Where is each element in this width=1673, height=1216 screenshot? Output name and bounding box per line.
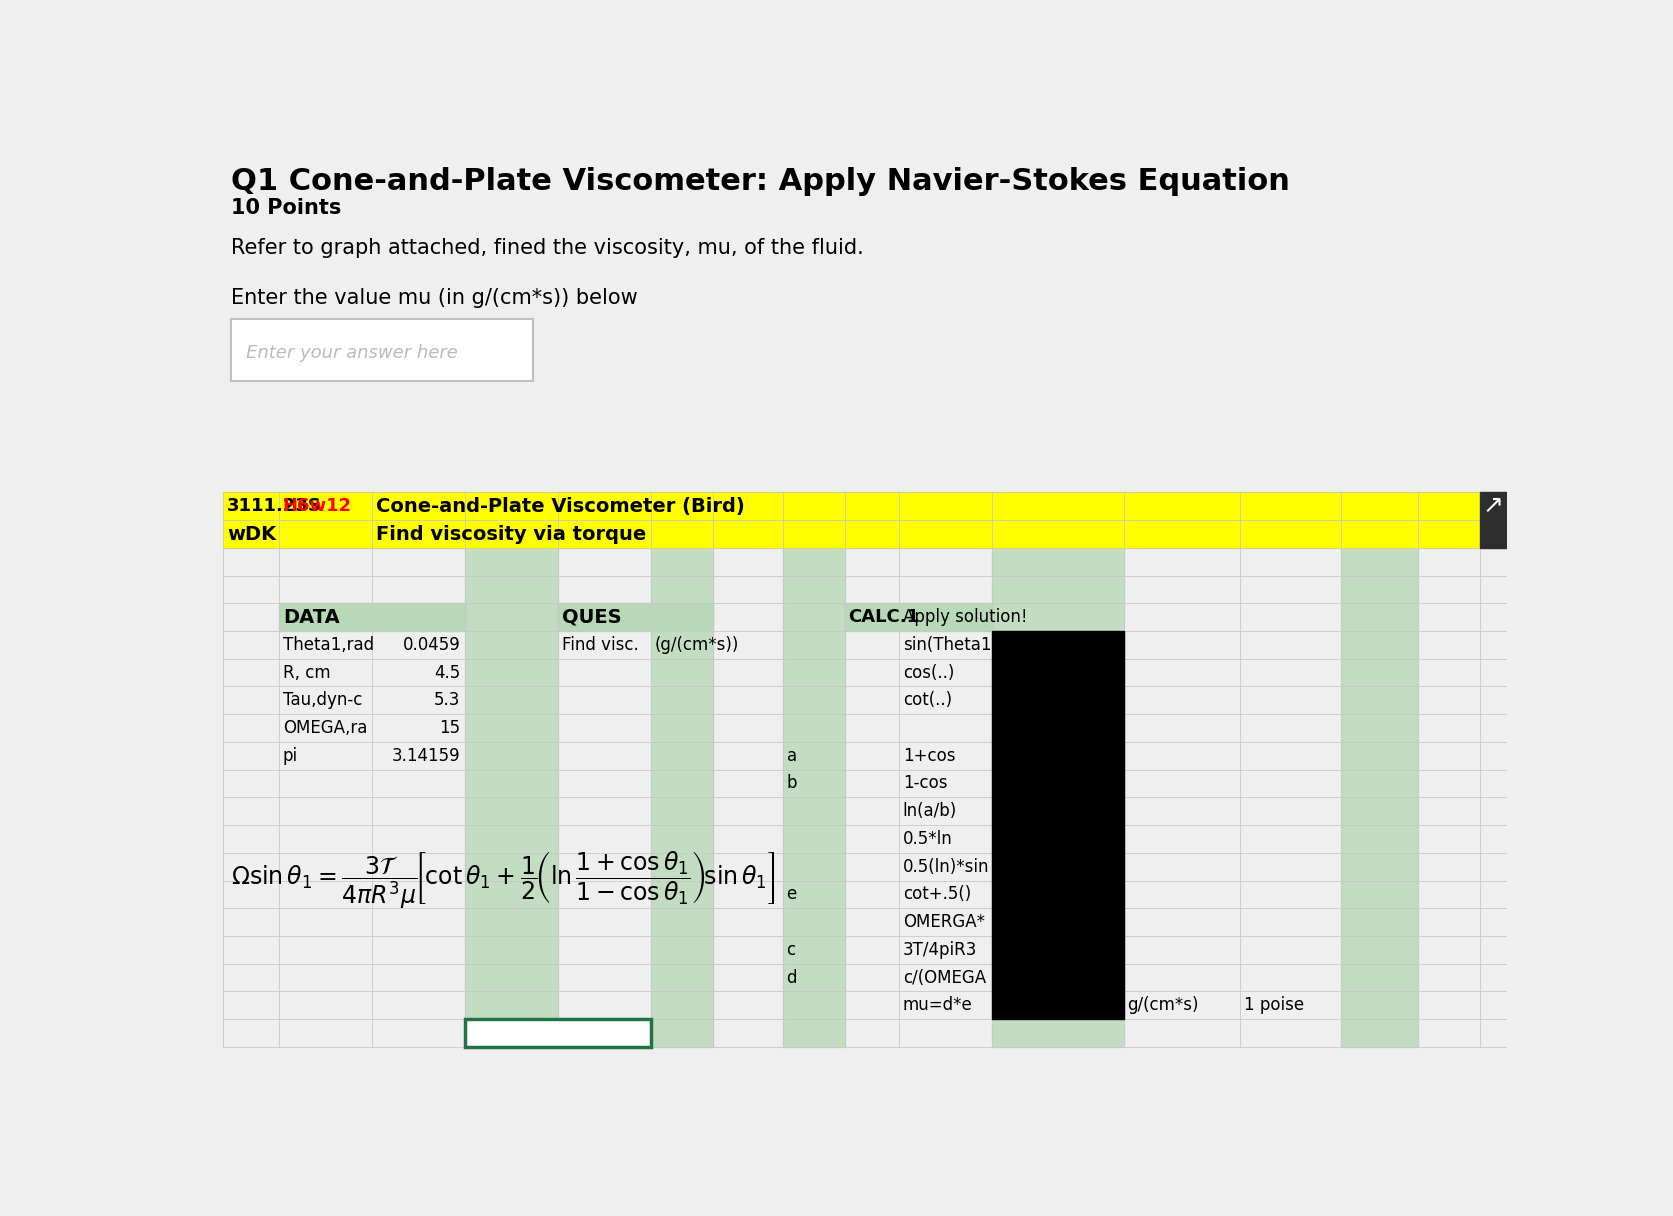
Text: pi: pi	[283, 747, 298, 765]
Bar	[992, 687, 1123, 714]
Text: Find viscosity via torque: Find viscosity via torque	[376, 524, 646, 544]
Text: 0.0459: 0.0459	[403, 636, 460, 654]
Text: H6w12: H6w12	[283, 497, 351, 516]
Text: CALC.1: CALC.1	[848, 608, 918, 626]
Bar	[845, 603, 898, 631]
Bar	[992, 659, 1123, 687]
Text: 3.14159: 3.14159	[391, 747, 460, 765]
Bar	[992, 852, 1123, 880]
Bar	[992, 548, 1123, 1047]
Bar	[992, 714, 1123, 742]
Text: Enter the value mu (in g/(cm*s)) below: Enter the value mu (in g/(cm*s)) below	[231, 288, 637, 309]
Text: sin(Theta1: sin(Theta1	[902, 636, 990, 654]
Text: 15: 15	[438, 719, 460, 737]
Text: OMERGA*: OMERGA*	[902, 913, 984, 931]
Bar	[992, 908, 1123, 936]
Text: 4.5: 4.5	[433, 664, 460, 682]
Bar	[992, 991, 1123, 1019]
Bar	[465, 1019, 651, 1047]
Text: cos(..): cos(..)	[902, 664, 954, 682]
Text: 1+cos: 1+cos	[902, 747, 955, 765]
Text: DATA: DATA	[283, 608, 340, 626]
Bar	[223, 520, 1479, 548]
Text: c/(OMEGA: c/(OMEGA	[902, 968, 985, 986]
Bar	[231, 319, 534, 381]
Text: 10 Points: 10 Points	[231, 198, 341, 219]
Text: (g/(cm*s)): (g/(cm*s))	[654, 636, 739, 654]
Bar	[992, 770, 1123, 798]
Bar	[992, 826, 1123, 852]
Text: 0.5*ln: 0.5*ln	[902, 831, 952, 848]
Bar	[557, 603, 651, 631]
Text: 1 poise: 1 poise	[1243, 996, 1303, 1014]
Text: Enter your answer here: Enter your answer here	[246, 344, 458, 362]
Text: c: c	[786, 941, 795, 958]
Text: Q1 Cone-and-Plate Viscometer: Apply Navier-Stokes Equation: Q1 Cone-and-Plate Viscometer: Apply Navi…	[231, 168, 1290, 197]
Text: 5.3: 5.3	[433, 692, 460, 709]
Text: mu=d*e: mu=d*e	[902, 996, 972, 1014]
Text: e: e	[786, 885, 796, 903]
Bar	[992, 742, 1123, 770]
Bar	[992, 936, 1123, 963]
Bar	[992, 631, 1123, 659]
Bar	[992, 880, 1123, 908]
Text: OMEGA,ra: OMEGA,ra	[283, 719, 366, 737]
Bar	[1479, 492, 1506, 548]
Text: a: a	[786, 747, 796, 765]
Bar	[898, 603, 992, 631]
Bar	[992, 798, 1123, 826]
Text: wDK: wDK	[228, 524, 276, 544]
Text: g/(cm*s): g/(cm*s)	[1128, 996, 1198, 1014]
Text: 0.5(ln)*sin: 0.5(ln)*sin	[902, 857, 989, 876]
Bar	[651, 548, 713, 1047]
Bar	[783, 548, 845, 1047]
Text: d: d	[786, 968, 796, 986]
Text: Refer to graph attached, fined the viscosity, mu, of the fluid.: Refer to graph attached, fined the visco…	[231, 238, 863, 258]
Bar	[223, 492, 1479, 520]
Text: R, cm: R, cm	[283, 664, 330, 682]
Bar	[371, 603, 465, 631]
Bar	[992, 963, 1123, 991]
Text: 3111.23S: 3111.23S	[228, 497, 321, 516]
Text: 3T/4piR3: 3T/4piR3	[902, 941, 977, 958]
Bar	[465, 548, 557, 1047]
Bar	[1340, 548, 1417, 1047]
Text: Tau,dyn-c: Tau,dyn-c	[283, 692, 361, 709]
Text: cot+.5(): cot+.5()	[902, 885, 970, 903]
Text: b: b	[786, 775, 796, 793]
Text: ↗: ↗	[1482, 494, 1502, 518]
Text: $\Omega \sin\theta_1 = \dfrac{3\mathcal{T}}{4\pi R^3\mu}\!\left[\cot\theta_1 + \: $\Omega \sin\theta_1 = \dfrac{3\mathcal{…	[231, 850, 775, 912]
Text: 1-cos: 1-cos	[902, 775, 947, 793]
Bar	[651, 603, 713, 631]
Text: ln(a/b): ln(a/b)	[902, 803, 957, 821]
Text: QUES: QUES	[562, 608, 621, 626]
Text: Apply solution!: Apply solution!	[902, 608, 1027, 626]
Text: cot(..): cot(..)	[902, 692, 952, 709]
Text: Find visc.: Find visc.	[562, 636, 637, 654]
Bar	[279, 603, 371, 631]
Text: Theta1,rad: Theta1,rad	[283, 636, 373, 654]
Text: Cone-and-Plate Viscometer (Bird): Cone-and-Plate Viscometer (Bird)	[376, 497, 744, 516]
